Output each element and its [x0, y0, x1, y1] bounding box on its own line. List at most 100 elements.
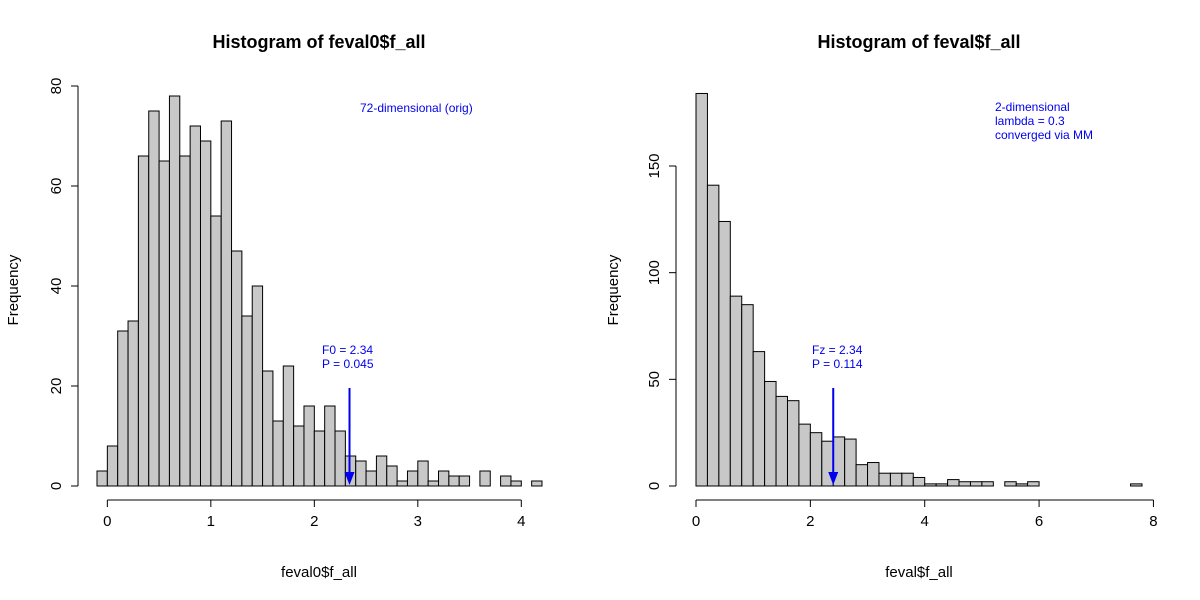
histogram-bar [427, 480, 440, 487]
histogram-bar [531, 480, 543, 487]
x-tick-label: 2 [310, 513, 318, 530]
histogram-bar [718, 220, 731, 487]
histogram-bar [867, 462, 880, 487]
histogram-bar [334, 430, 346, 487]
x-tick-label: 2 [806, 513, 814, 530]
marker-label-pvalue: P = 0.114 [812, 357, 863, 371]
histogram-bar [775, 395, 788, 487]
histogram-bar [231, 250, 243, 487]
y-axis: 0 20 40 60 80 [48, 78, 79, 490]
histogram-bar [313, 430, 326, 487]
histogram-bar [969, 481, 983, 487]
histogram-bar [282, 365, 295, 487]
histogram-bar [199, 140, 212, 487]
histogram-panel-right: Histogram of feval$f_all feval$f_all Fre… [605, 32, 1158, 581]
histogram-bar [458, 475, 471, 487]
histogram-bar [741, 304, 754, 487]
histogram-bar [1015, 483, 1029, 487]
chart-title: Histogram of feval$f_all [817, 32, 1020, 52]
histogram-bar [386, 465, 398, 487]
y-tick-label: 80 [48, 78, 65, 95]
marker-label-statistic: F0 = 2.34 [322, 343, 373, 357]
histogram-bar [324, 405, 336, 487]
histogram-bar [448, 475, 460, 487]
histogram-bar [210, 215, 222, 487]
marker-label-pvalue: P = 0.045 [322, 357, 374, 371]
histogram-bar [764, 380, 777, 487]
histogram-bar [958, 481, 971, 487]
y-tick-label: 0 [646, 482, 663, 490]
histogram-bar [500, 475, 512, 487]
y-axis-label: Frequency [5, 254, 22, 325]
histogram-bar [844, 438, 857, 487]
y-tick-label: 20 [48, 378, 65, 395]
histogram-bar [1004, 481, 1017, 487]
chart-title: Histogram of feval0$f_all [212, 32, 425, 52]
histogram-bar [117, 330, 129, 487]
x-tick-label: 1 [207, 513, 215, 530]
y-tick-label: 40 [48, 278, 65, 295]
histogram-bar [878, 472, 891, 487]
histogram-bar [901, 472, 914, 487]
y-tick-label: 60 [48, 178, 65, 195]
histogram-bar [272, 420, 284, 487]
histogram-bar [889, 472, 903, 487]
histogram-bar [241, 315, 253, 487]
y-axis-label: Frequency [605, 254, 622, 325]
histogram-bar [396, 480, 408, 487]
x-axis: 0 2 4 6 8 [692, 499, 1158, 530]
marker-arrow [828, 388, 839, 485]
histogram-bar [912, 476, 926, 487]
histogram-bar [924, 483, 937, 487]
y-tick-label: 150 [646, 153, 663, 178]
histogram-bar [189, 125, 201, 487]
histogram-bar [809, 432, 823, 487]
histogram-bar [262, 370, 274, 487]
x-tick-label: 0 [103, 513, 111, 530]
annotation-line: lambda = 0.3 [995, 114, 1065, 128]
bar-group [96, 95, 543, 487]
histogram-panel-left: Histogram of feval0$f_all feval0$f_all F… [5, 32, 543, 581]
histogram-bar [706, 184, 720, 487]
histogram-bar [752, 351, 766, 487]
histogram-bar [1027, 481, 1040, 487]
bar-group [695, 92, 1143, 487]
y-tick-label: 100 [646, 260, 663, 285]
histogram-bar [729, 295, 743, 487]
histogram-bar [1130, 483, 1143, 487]
histogram-bar [168, 95, 181, 487]
histogram-bar [510, 480, 522, 487]
histogram-bar [798, 423, 811, 487]
histogram-bar [947, 479, 960, 487]
x-tick-label: 4 [921, 513, 929, 530]
x-tick-label: 8 [1149, 513, 1157, 530]
y-tick-label: 50 [646, 371, 663, 388]
marker-arrow-head [828, 472, 839, 485]
x-axis: 0 1 2 3 4 [103, 499, 525, 530]
annotation-line: 2-dimensional [995, 100, 1070, 114]
x-tick-label: 6 [1035, 513, 1043, 530]
histogram-bar [935, 483, 949, 487]
histogram-bar [365, 470, 377, 487]
histogram-bar [96, 470, 108, 487]
histogram-bar [293, 425, 305, 487]
histogram-bar [303, 405, 315, 487]
histogram-bar [148, 110, 160, 487]
histogram-bar [220, 120, 233, 487]
marker-arrow-head [344, 472, 355, 485]
x-tick-label: 0 [692, 513, 700, 530]
histogram-bar [355, 460, 367, 487]
histogram-bar [179, 155, 191, 487]
y-axis: 0 50 100 150 [646, 153, 677, 490]
x-tick-label: 3 [414, 513, 422, 530]
histogram-bar [855, 464, 869, 487]
histogram-bar [127, 320, 139, 487]
histogram-bar [479, 470, 491, 487]
histogram-bar [375, 455, 388, 487]
histogram-bar [158, 160, 170, 487]
histogram-bar [981, 481, 994, 487]
histogram-bar [406, 470, 419, 487]
annotation-line: 72-dimensional (orig) [360, 101, 473, 115]
histogram-bar [251, 285, 264, 487]
